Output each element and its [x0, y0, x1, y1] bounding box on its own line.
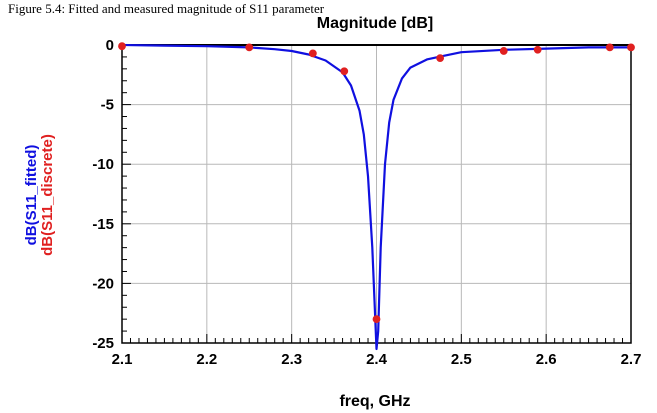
- y-tick-label: -15: [92, 216, 114, 233]
- y-tick-labels: 0 -5 -10 -15 -20 -25: [92, 37, 114, 352]
- x-tick-label: 2.6: [536, 351, 557, 368]
- y-tick-label: -25: [92, 335, 114, 352]
- x-tick-label: 2.4: [366, 351, 388, 368]
- x-tick-labels: 2.1 2.2 2.3 2.4 2.5 2.6 2.7: [112, 351, 642, 368]
- discrete-point: [533, 45, 542, 54]
- discrete-point: [340, 67, 349, 76]
- x-axis-label: freq, GHz: [339, 393, 410, 410]
- discrete-point: [245, 43, 254, 52]
- discrete-point: [605, 43, 614, 52]
- discrete-point: [436, 54, 445, 63]
- y-tick-label: -10: [92, 156, 114, 173]
- chart-title: Magnitude [dB]: [317, 15, 433, 32]
- x-tick-label: 2.3: [281, 351, 302, 368]
- x-tick-label: 2.2: [196, 351, 217, 368]
- y-axis-label-discrete: dB(S11_discrete): [39, 134, 56, 256]
- discrete-point: [308, 49, 317, 58]
- x-tick-label: 2.5: [451, 351, 472, 368]
- x-tick-label: 2.1: [112, 351, 133, 368]
- discrete-point: [499, 47, 508, 55]
- y-tick-label: 0: [106, 37, 114, 54]
- discrete-point: [118, 42, 126, 51]
- y-tick-label: -5: [101, 97, 114, 114]
- figure-caption: Figure 5.4: Fitted and measured magnitud…: [8, 1, 325, 16]
- discrete-point: [627, 43, 635, 52]
- y-tick-label: -20: [92, 275, 114, 292]
- discrete-point: [372, 315, 381, 324]
- y-axis-label-fitted: dB(S11_fitted): [23, 145, 40, 246]
- x-tick-label: 2.7: [621, 351, 642, 368]
- grid: [121, 44, 632, 344]
- fitted-series-line: [121, 43, 631, 351]
- series-layer: [118, 42, 635, 351]
